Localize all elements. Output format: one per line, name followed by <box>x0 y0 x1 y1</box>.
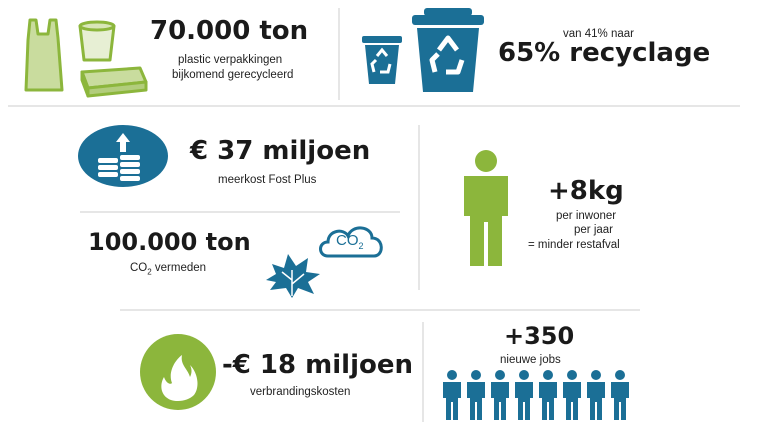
waste-caption-line2: per jaar <box>574 224 613 236</box>
person-icon <box>464 150 508 266</box>
plastic-caption-line2: bijkomend gerecycleerd <box>172 69 294 81</box>
divider-top-vertical <box>338 8 340 100</box>
recycle-rate: 65% recyclage <box>498 38 711 68</box>
people-row-icon <box>443 370 629 420</box>
co2-tonnage: 100.000 ton <box>88 228 251 256</box>
coins-up-icon <box>78 125 168 187</box>
flame-icon <box>140 334 216 410</box>
co2-caption-suffix: vermeden <box>151 262 207 274</box>
co2-caption: CO2 vermeden <box>130 262 206 276</box>
cost-caption: meerkost Fost Plus <box>218 174 317 186</box>
person-figure-icon <box>443 370 461 420</box>
plastic-caption-line1: plastic verpakkingen <box>178 54 283 66</box>
divider-middle-left <box>80 211 400 213</box>
person-figure-icon <box>539 370 557 420</box>
recycle-caption: van 41% naar <box>563 28 634 40</box>
jobs-count: +350 <box>504 322 575 350</box>
plastic-packaging-icon <box>24 18 148 98</box>
person-figure-icon <box>563 370 581 420</box>
co2-cloud-text: CO <box>336 232 359 249</box>
person-figure-icon <box>491 370 509 420</box>
leaf-icon <box>266 254 320 298</box>
person-figure-icon <box>587 370 605 420</box>
burn-savings: -€ 18 miljoen <box>222 350 414 380</box>
person-figure-icon <box>515 370 533 420</box>
recycle-bin-small-icon <box>362 36 402 84</box>
cost-value: € 37 miljoen <box>190 136 371 166</box>
burn-caption: verbrandingskosten <box>250 386 351 398</box>
jobs-caption: nieuwe jobs <box>500 354 561 366</box>
co2-cloud-icon: CO2 <box>316 220 386 260</box>
plastic-tonnage: 70.000 ton <box>150 16 309 46</box>
divider-top <box>8 105 740 107</box>
recycle-bin-large-icon <box>412 8 484 92</box>
waste-caption-line3: = minder restafval <box>528 239 620 251</box>
co2-cloud-subscript: 2 <box>358 241 364 251</box>
waste-value: +8kg <box>548 176 624 206</box>
person-figure-icon <box>467 370 485 420</box>
waste-caption-line1: per inwoner <box>556 210 617 222</box>
co2-caption-prefix: CO <box>130 262 148 274</box>
divider-middle-vertical <box>418 125 420 290</box>
person-figure-icon <box>611 370 629 420</box>
divider-bottom <box>120 309 640 311</box>
co2-caption-subscript: 2 <box>147 267 152 277</box>
divider-bottom-vertical <box>422 322 424 422</box>
